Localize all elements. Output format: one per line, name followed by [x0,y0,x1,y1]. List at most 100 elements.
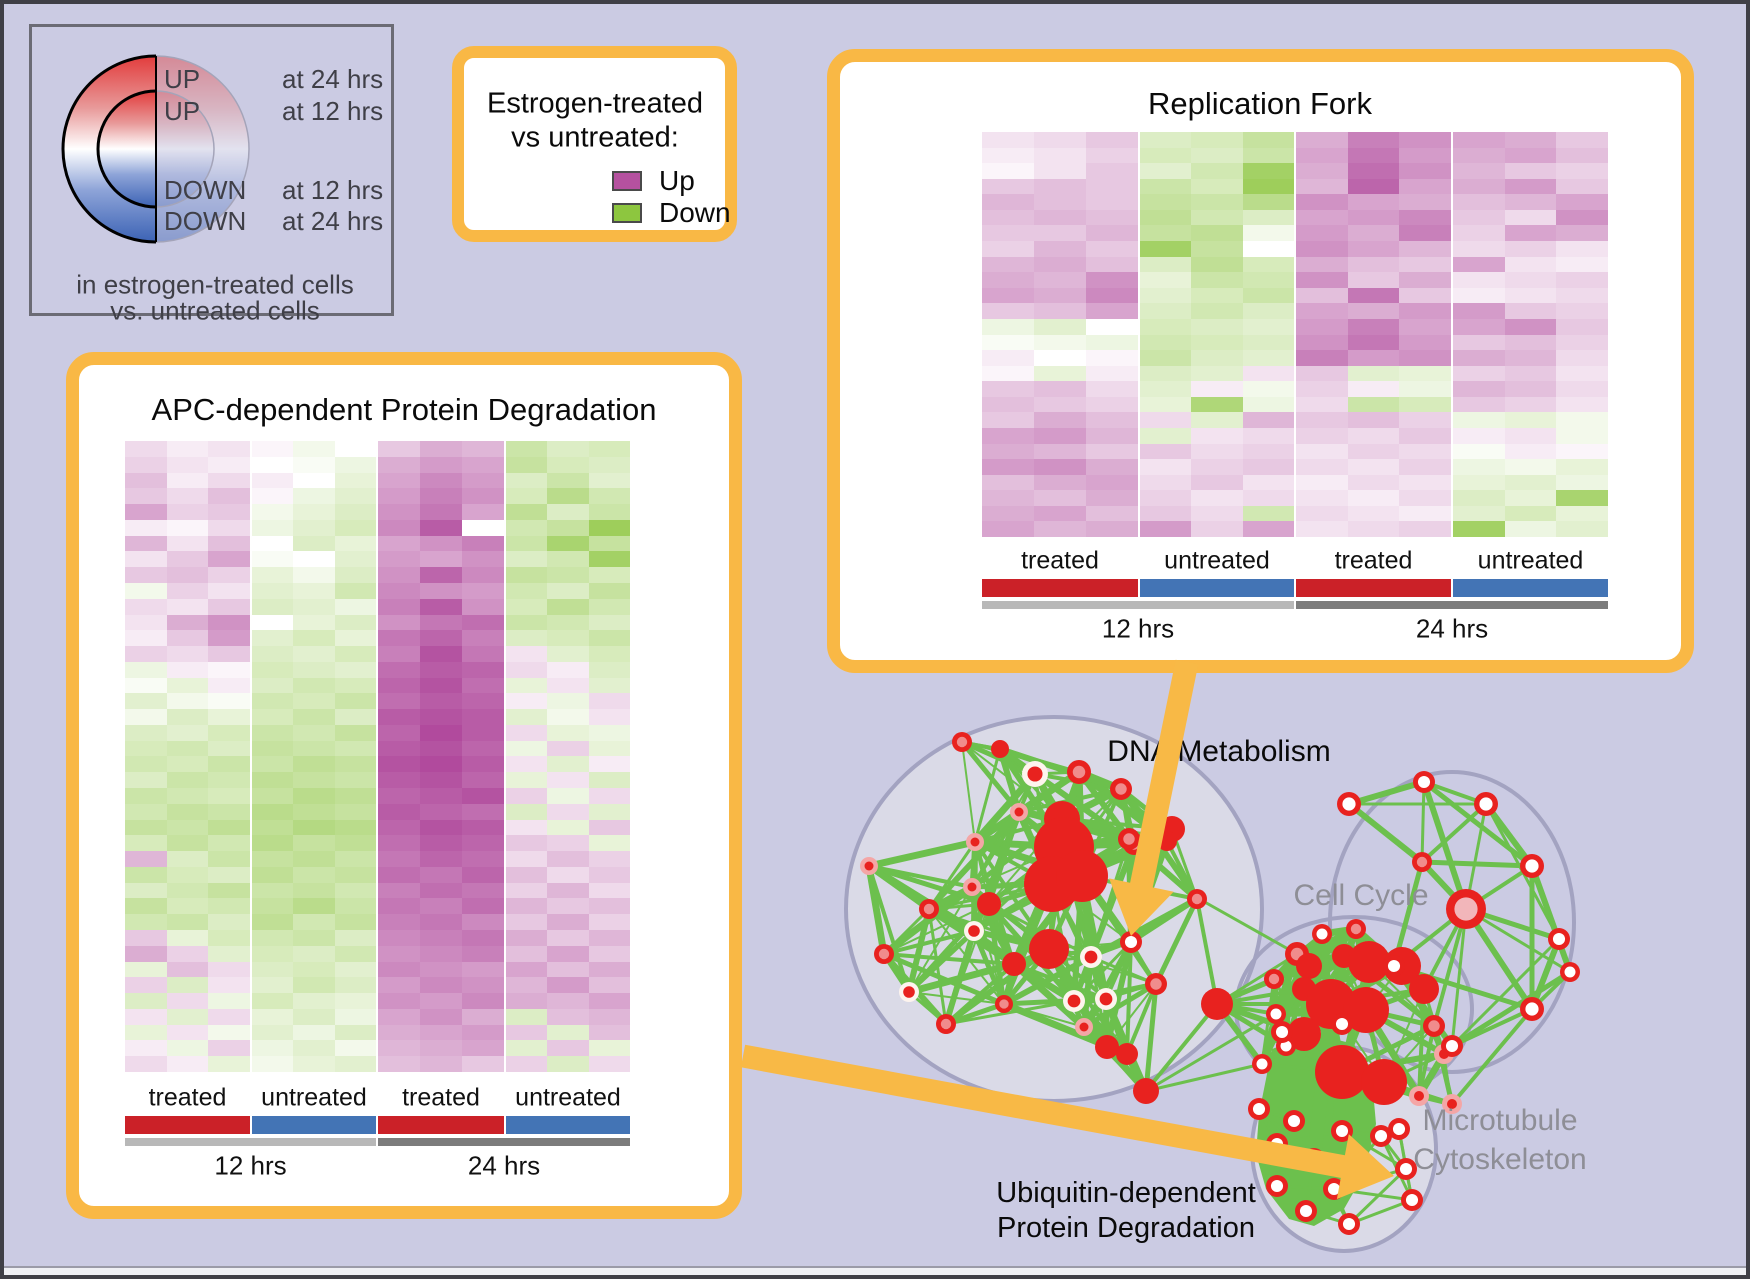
network-edge [1312,1158,1336,1190]
network-edge [1321,932,1403,968]
gene-node [1266,1133,1288,1155]
network-edge [1340,1023,1436,1075]
heatmap-cell [1034,412,1086,428]
heatmap-cell [1399,505,1451,522]
network-edge [1340,1009,1368,1073]
heatmap-cell [334,551,376,568]
heatmap-cell [1556,381,1608,397]
heatmap-cell [462,866,504,883]
heatmap-cell [420,993,462,1009]
network-edge [1216,952,1298,1006]
network-edge [1363,1008,1422,1098]
network-edge [1391,964,1455,1048]
heatmap-group-treated-24hrs [1296,132,1451,537]
heatmap-cell [1086,272,1138,288]
network-edge [1365,965,1403,1011]
heatmap-cell [1504,178,1557,195]
heatmap-cell [334,945,376,962]
gene-node-center [1439,1049,1449,1059]
heatmap-cell [293,851,335,867]
heatmap-cell [462,661,504,678]
heatmap-cell [462,1008,504,1025]
heatmap-cell [1556,132,1608,148]
network-edge [1082,1024,1129,1057]
network-edge [1348,1198,1413,1226]
heatmap-cell [378,961,420,978]
heatmap-cell [1453,287,1505,304]
heatmap-cell [547,504,589,520]
network-edge [1343,954,1370,964]
heatmap-cell [1504,225,1557,242]
heatmap-cell [506,961,548,978]
heatmap-cell [1556,225,1608,242]
heatmap-cell [252,1040,294,1057]
network-edge [1301,1031,1345,1075]
gene-node [860,857,878,875]
heatmap-cell [1453,381,1505,397]
network-edge [927,908,948,1025]
heatmap-cell [462,472,504,489]
network-edge [1048,947,1092,959]
heatmap-cell [378,488,420,505]
heatmap-cell [547,961,589,978]
heatmap-cell [378,803,420,820]
network-edge [1292,1120,1336,1190]
heatmap-cell [208,945,250,962]
network-edge [1063,826,1173,850]
network-edge [944,946,1051,1027]
network-edge [908,991,1005,1005]
heatmap-cell [125,551,167,568]
heatmap-cell [1504,303,1557,319]
network-edge [1050,846,1066,885]
heatmap-cell [378,724,420,741]
heatmap-cell [334,488,376,505]
updown-circle-glyph [61,54,250,244]
network-edge [1062,845,1084,878]
gene-node [995,995,1013,1013]
heatmap-cell [1453,241,1505,257]
network-edge [1301,965,1312,1035]
network-edge [1012,883,1054,965]
network-edge [881,952,949,1026]
network-edge [1273,964,1310,981]
network-edge [1216,987,1305,1006]
heatmap-cell [547,977,589,994]
gene-node [1080,946,1102,968]
network-edge [1013,962,1107,1001]
network-edge [1368,961,1425,990]
heatmap-cell [506,709,548,725]
network-edge [1071,998,1130,1057]
network-edge [1417,1025,1436,1097]
network-edge [1308,953,1345,969]
heatmap-cell [1242,427,1294,444]
heatmap-cell [1296,209,1348,226]
heatmap-cell [1453,147,1505,164]
heatmap-cell [547,677,589,694]
time-label: 12 hrs [1101,613,1175,644]
gene-node [1312,924,1332,944]
network-edge [1051,872,1083,888]
heatmap-cell [1034,459,1086,475]
heatmap-cell [252,630,294,647]
network-edge [971,841,978,932]
network-edge [1368,958,1403,970]
legend-down-24-time: at 24 hrs [282,206,384,236]
heatmap-cell [125,740,167,757]
heatmap-cell [378,914,420,931]
heatmap-cell [125,441,167,457]
gene-node-center [970,837,980,847]
heatmap-cell [982,521,1034,537]
heatmap-cell [1191,178,1243,195]
legend-down-12-time: at 12 hrs [282,175,384,205]
network-edge [865,865,888,955]
heatmap-cell [252,945,294,962]
network-edge [1330,1001,1367,1013]
network-bridge-edge [1165,840,1196,897]
heatmap-cell [462,1024,504,1041]
condition-bar [125,1116,250,1134]
heatmap-cell [547,472,589,489]
heatmap-cell [166,882,209,899]
heatmap-cell [588,724,630,741]
heatmap-cell [252,535,294,552]
heatmap-cell [588,961,630,978]
